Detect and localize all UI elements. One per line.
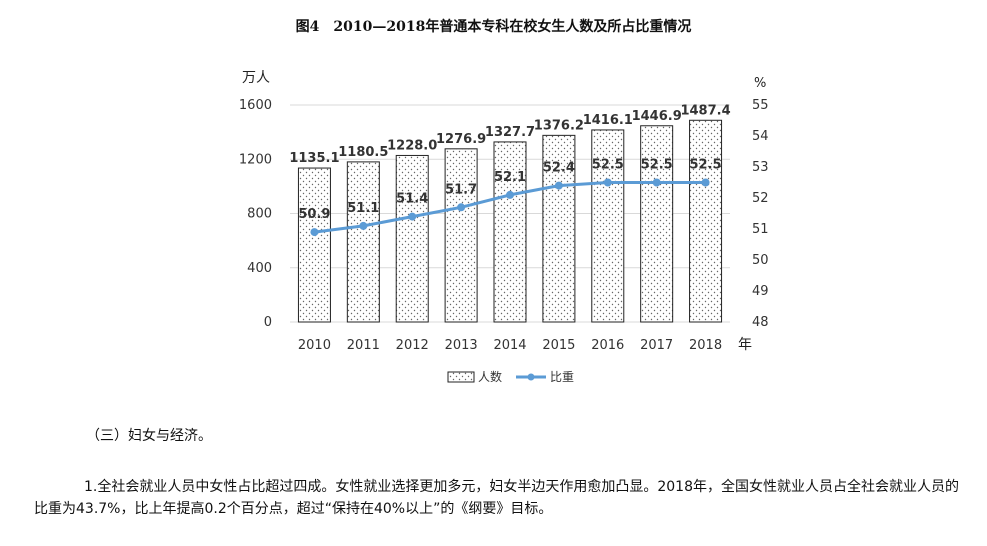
paragraph-text: 1.全社会就业人员中女性占比超过四成。女性就业选择更加多元，妇女半边天作用愈加凸… bbox=[34, 479, 959, 517]
bar-data-label: 1228.0 bbox=[387, 138, 437, 153]
combo-chart: 1135.11180.51228.01276.91327.71376.21416… bbox=[239, 70, 769, 384]
bar bbox=[297, 167, 331, 323]
figure-title: 图4 2010—2018年普通本专科在校女生人数及所占比重情况 bbox=[295, 19, 692, 35]
x-tick-label: 2013 bbox=[445, 338, 478, 353]
y-left-tick-label: 800 bbox=[247, 207, 272, 222]
bar bbox=[395, 154, 429, 323]
bar bbox=[493, 141, 527, 323]
bar-data-label: 1376.2 bbox=[534, 118, 584, 133]
line-data-label: 52.1 bbox=[494, 170, 526, 185]
bar-data-label: 1276.9 bbox=[436, 132, 486, 147]
ratio-point bbox=[457, 203, 466, 212]
ratio-point bbox=[603, 178, 612, 187]
bar-data-label: 1416.1 bbox=[583, 113, 633, 128]
y-left-tick-label: 0 bbox=[264, 315, 272, 330]
y-right-tick-label: 49 bbox=[752, 284, 769, 299]
x-tick-label: 2010 bbox=[298, 338, 331, 353]
x-tick-label: 2015 bbox=[542, 338, 575, 353]
legend-bar-swatch bbox=[447, 371, 475, 383]
bar-data-label: 1327.7 bbox=[485, 125, 535, 140]
y-left-tick-label: 400 bbox=[247, 261, 272, 276]
bar bbox=[689, 119, 723, 323]
ratio-point bbox=[652, 178, 661, 187]
y-right-tick-label: 55 bbox=[752, 98, 769, 113]
legend-line-marker bbox=[527, 373, 535, 381]
line-data-label: 52.4 bbox=[543, 161, 575, 176]
x-tick-label: 2017 bbox=[640, 338, 673, 353]
y-right-tick-label: 54 bbox=[752, 129, 769, 144]
legend-bar-label: 人数 bbox=[478, 369, 502, 384]
ratio-point bbox=[310, 228, 319, 237]
x-tick-label: 2016 bbox=[591, 338, 624, 353]
bar-data-label: 1446.9 bbox=[632, 109, 682, 124]
line-data-label: 52.5 bbox=[690, 158, 722, 173]
bar bbox=[444, 148, 478, 323]
bar-data-label: 1180.5 bbox=[338, 145, 388, 160]
ratio-point bbox=[506, 190, 514, 199]
section-heading: （三）妇女与经济。 bbox=[86, 428, 212, 444]
y-right-tick-label: 50 bbox=[752, 253, 769, 268]
ratio-point bbox=[359, 221, 368, 230]
ratio-point bbox=[408, 212, 417, 221]
y-right-tick-label: 52 bbox=[752, 191, 769, 206]
x-tick-label: 2011 bbox=[347, 338, 380, 353]
bar bbox=[542, 134, 576, 323]
y-left-tick-label: 1200 bbox=[239, 152, 272, 167]
x-tick-label: 2014 bbox=[493, 338, 526, 353]
y-left-tick-label: 1600 bbox=[239, 98, 272, 113]
line-data-label: 51.7 bbox=[445, 182, 477, 197]
line-data-label: 52.5 bbox=[641, 158, 673, 173]
x-tick-label: 2018 bbox=[689, 338, 722, 353]
line-data-label: 51.4 bbox=[396, 192, 428, 207]
y-right-tick-label: 48 bbox=[752, 315, 769, 330]
bar-data-label: 1487.4 bbox=[680, 103, 730, 118]
bar bbox=[591, 129, 625, 323]
legend-line-label: 比重 bbox=[550, 370, 574, 384]
y-right-axis-label: % bbox=[754, 76, 766, 91]
y-left-axis-label: 万人 bbox=[242, 70, 270, 86]
line-data-label: 50.9 bbox=[298, 207, 330, 222]
bar bbox=[346, 161, 380, 323]
x-axis-label: 年 bbox=[738, 337, 752, 353]
line-data-label: 52.5 bbox=[592, 158, 624, 173]
ratio-point bbox=[554, 181, 563, 190]
x-tick-label: 2012 bbox=[396, 338, 429, 353]
paragraph: 1.全社会就业人员中女性占比超过四成。女性就业选择更加多元，妇女半边天作用愈加凸… bbox=[34, 476, 964, 520]
bar bbox=[640, 125, 674, 323]
y-right-tick-label: 51 bbox=[752, 222, 769, 237]
bar-data-label: 1135.1 bbox=[289, 151, 339, 166]
line-data-label: 51.1 bbox=[347, 201, 379, 216]
y-right-tick-label: 53 bbox=[752, 160, 769, 175]
ratio-point bbox=[701, 178, 710, 187]
